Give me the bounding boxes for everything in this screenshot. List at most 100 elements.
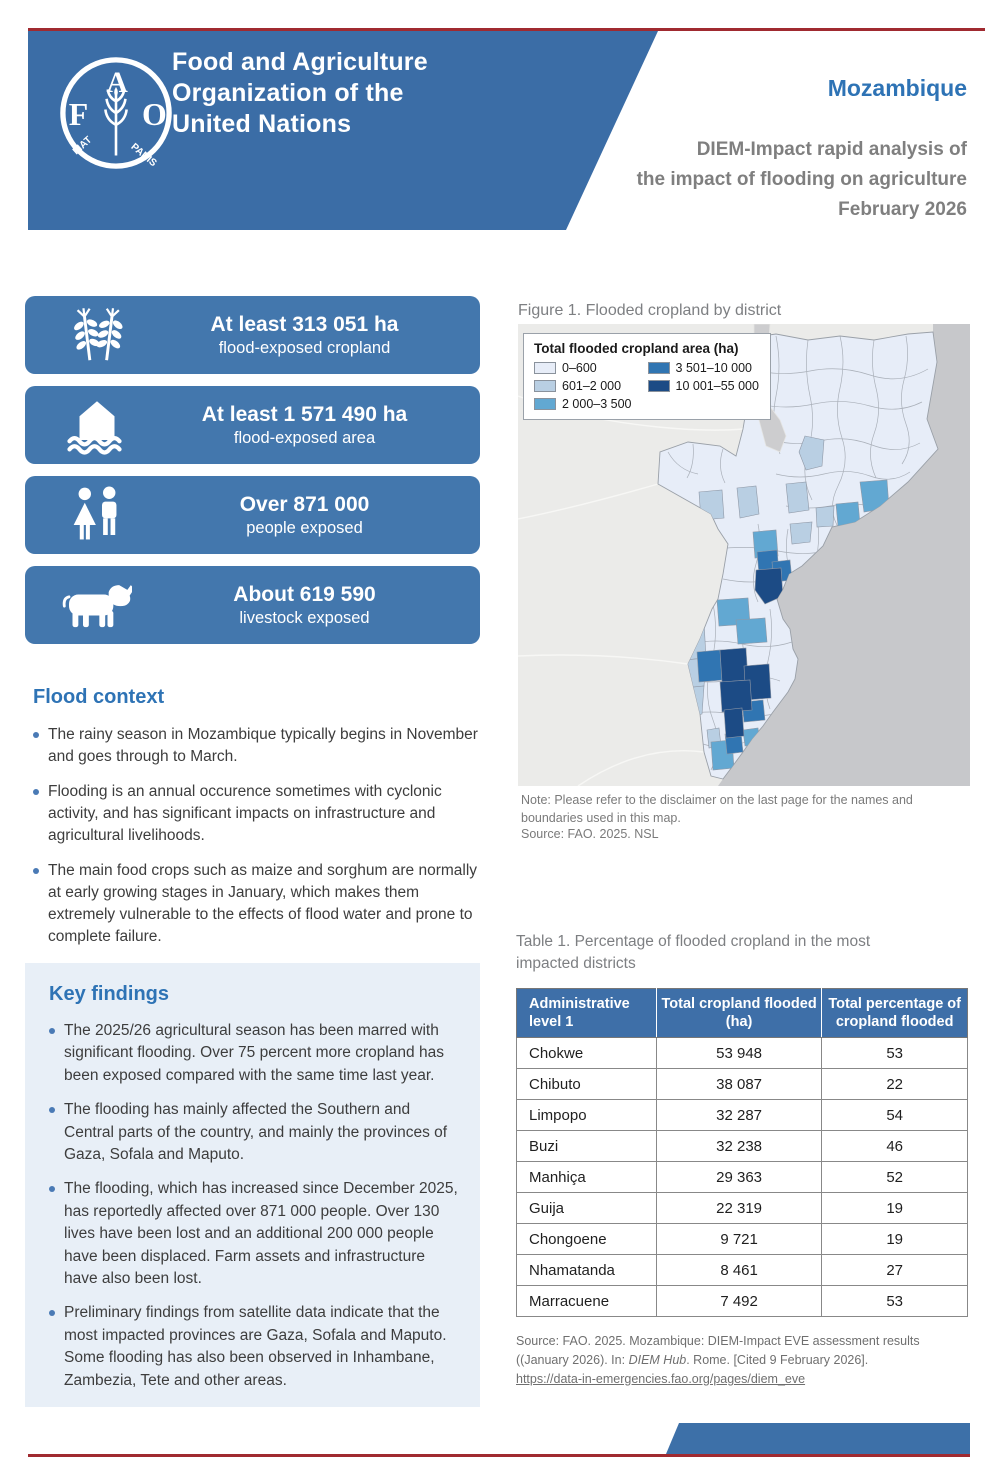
flood-context-bullet: The rainy season in Mozambique typically… (33, 724, 485, 768)
bullet-text: The flooding has mainly affected the Sou… (64, 1101, 448, 1164)
table-caption: Table 1. Percentage of flooded cropland … (516, 933, 871, 972)
legend-swatch-icon (534, 380, 556, 392)
table-source-italic: DIEM Hub (628, 1353, 687, 1367)
district-cell: Chibuto (516, 1068, 657, 1100)
legend-label: 10 001–55 000 (675, 379, 759, 393)
map-legend: Total flooded cropland area (ha) 0–600 6… (523, 333, 771, 420)
district-cell: Chokwe (516, 1037, 657, 1069)
table-row: Limpopo 32 287 54 (516, 1099, 968, 1131)
district-cell: Limpopo (516, 1099, 657, 1131)
bullet-dot-icon (33, 732, 39, 738)
bullet-dot-icon (49, 1028, 55, 1034)
flooded-cropland-map: Total flooded cropland area (ha) 0–600 6… (518, 324, 970, 786)
org-name-line3: United Nations (172, 110, 352, 138)
table-source-text: . Rome. [Cited 9 February 2026]. (686, 1353, 869, 1367)
flooded-ha-cell: 32 238 (655, 1130, 823, 1162)
flooded-house-icon (51, 386, 143, 464)
table-row: Chongoene 9 721 19 (516, 1223, 968, 1255)
wheat-icon (51, 296, 143, 374)
district-cell: Nhamatanda (516, 1254, 657, 1286)
percent-cell: 54 (821, 1099, 968, 1131)
table-row: Nhamatanda 8 461 27 (516, 1254, 968, 1286)
legend-swatch-icon (534, 398, 556, 410)
table-row: Buzi 32 238 46 (516, 1130, 968, 1162)
percent-cell: 53 (821, 1285, 968, 1317)
report-subtitle: DIEM-Impact rapid analysis of the impact… (637, 135, 967, 225)
legend-swatch-icon (647, 362, 670, 374)
stat-box-people: Over 871 000 people exposed (25, 476, 480, 554)
legend-swatch-icon (647, 380, 670, 392)
bullet-text: Preliminary findings from satellite data… (64, 1304, 447, 1389)
stat-label: flood-exposed cropland (218, 338, 391, 357)
table-source-text: Source: FAO. 2025. Mozambique: DIEM-Impa… (516, 1334, 920, 1367)
bullet-text: The main food crops such as maize and so… (48, 862, 478, 945)
flooded-ha-cell: 22 319 (655, 1192, 823, 1224)
key-finding-bullet: The 2025/26 agricultural season has been… (49, 1020, 458, 1087)
percent-cell: 22 (821, 1068, 968, 1100)
table-row: Guija 22 319 19 (516, 1192, 968, 1224)
stat-box-livestock: About 619 590 livestock exposed (25, 566, 480, 644)
subtitle-line1: DIEM-Impact rapid analysis of (696, 139, 967, 160)
flooded-cropland-table: Administrative level 1 Total cropland fl… (516, 988, 968, 1317)
table-header-row: Administrative level 1 Total cropland fl… (516, 988, 968, 1038)
footer-banner (666, 1423, 970, 1454)
legend-item: 0–600 (534, 361, 632, 375)
mozambique-choropleth-map (518, 324, 970, 786)
legend-item: 3 501–10 000 (647, 361, 759, 375)
map-note: Note: Please refer to the disclaimer on … (521, 793, 913, 825)
top-red-rule (28, 28, 985, 31)
key-findings-title: Key findings (49, 983, 170, 1005)
bullet-dot-icon (33, 868, 39, 874)
district-cell: Chongoene (516, 1223, 657, 1255)
livestock-icon (51, 566, 143, 644)
fao-logo-icon: F A O FIAT PANIS (60, 57, 172, 169)
district-cell: Manhiça (516, 1161, 657, 1193)
flooded-ha-cell: 29 363 (655, 1161, 823, 1193)
key-finding-bullet: The flooding has mainly affected the Sou… (49, 1099, 458, 1166)
column-header: Total percentage of cropland flooded (821, 988, 968, 1038)
bullet-dot-icon (49, 1186, 55, 1193)
flood-context-bullet: Flooding is an annual occurence sometime… (33, 781, 485, 847)
figure-caption: Figure 1. Flooded cropland by district (518, 302, 782, 319)
flood-context-bullet: The main food crops such as maize and so… (33, 860, 485, 948)
subtitle-line2: the impact of flooding on agriculture (636, 169, 967, 190)
bullet-text: The 2025/26 agricultural season has been… (64, 1022, 444, 1084)
percent-cell: 19 (821, 1192, 968, 1224)
table-row: Chibuto 38 087 22 (516, 1068, 968, 1100)
percent-cell: 52 (821, 1161, 968, 1193)
flooded-ha-cell: 53 948 (655, 1037, 823, 1069)
bullet-dot-icon (33, 789, 39, 795)
legend-label: 601–2 000 (562, 379, 622, 393)
percent-cell: 27 (821, 1254, 968, 1286)
stat-value: At least 313 051 ha (210, 312, 399, 336)
flood-context-title: Flood context (33, 686, 165, 708)
bullet-text: Flooding is an annual occurence sometime… (48, 783, 442, 844)
bottom-red-rule (28, 1454, 970, 1457)
flooded-ha-cell: 7 492 (655, 1285, 823, 1317)
flooded-ha-cell: 32 287 (655, 1099, 823, 1131)
legend-item: 2 000–3 500 (534, 397, 632, 411)
legend-item: 601–2 000 (534, 379, 632, 393)
svg-text:F: F (69, 97, 88, 132)
source-link[interactable]: https://data-in-emergencies.fao.org/page… (516, 1372, 806, 1386)
flooded-ha-cell: 8 461 (655, 1254, 823, 1286)
legend-title: Total flooded cropland area (ha) (534, 341, 739, 356)
table-row: Marracuene 7 492 53 (516, 1285, 968, 1317)
legend-label: 2 000–3 500 (562, 397, 632, 411)
column-header: Total cropland flooded (ha) (655, 988, 822, 1038)
district-cell: Guija (516, 1192, 657, 1224)
bullet-dot-icon (49, 1107, 55, 1114)
percent-cell: 19 (821, 1223, 968, 1255)
key-finding-bullet: Preliminary findings from satellite data… (49, 1302, 458, 1392)
stat-label: livestock exposed (239, 608, 370, 627)
table-row: Chokwe 53 948 53 (516, 1037, 968, 1069)
map-source: Source: FAO. 2025. NSL (521, 827, 659, 841)
org-name-line2: Organization of the (172, 79, 404, 107)
stat-label: people exposed (246, 518, 363, 537)
legend-item: 10 001–55 000 (647, 379, 759, 393)
stat-value: At least 1 571 490 ha (201, 402, 408, 426)
org-name: Food and Agriculture Organization of the… (172, 47, 428, 140)
stat-box-area: At least 1 571 490 ha flood-exposed area (25, 386, 480, 464)
legend-label: 0–600 (562, 361, 597, 375)
